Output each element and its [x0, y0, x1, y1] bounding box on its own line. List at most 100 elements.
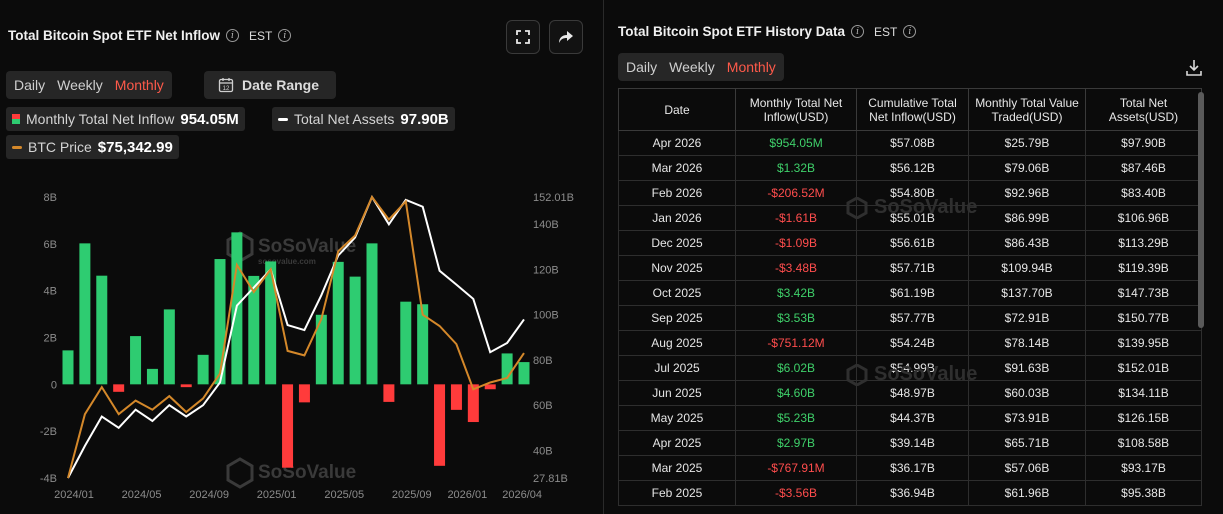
right-tick-label: 140B	[533, 219, 559, 231]
timezone-info-icon[interactable]: i	[278, 29, 292, 42]
tab-daily[interactable]: Daily	[14, 77, 46, 93]
share-icon	[559, 31, 573, 43]
col-date[interactable]: Date	[618, 88, 736, 131]
cell-monthly-inflow: $954.05M	[735, 130, 857, 156]
table-scrollbar[interactable]	[1198, 92, 1204, 328]
cell-date: Feb 2025	[618, 480, 736, 506]
table-header-row: Date Monthly Total Net Inflow(USD) Cumul…	[618, 88, 1202, 131]
fullscreen-icon	[516, 30, 530, 44]
x-tick-label: 2024/01	[54, 489, 94, 501]
inflow-swatch	[12, 114, 20, 124]
table-row[interactable]: Oct 2025 $3.42B $61.19B $137.70B $147.73B	[618, 280, 1202, 306]
table-row[interactable]: Mar 2025 -$767.91M $36.17B $57.06B $93.17B	[618, 455, 1202, 481]
cell-value-traded: $65.71B	[968, 430, 1086, 456]
cell-monthly-inflow: -$206.52M	[735, 180, 857, 206]
share-button[interactable]	[549, 20, 583, 54]
col-monthly-inflow[interactable]: Monthly Total Net Inflow(USD)	[735, 88, 857, 131]
cell-cumulative-inflow: $61.19B	[856, 280, 969, 306]
history-header: Total Bitcoin Spot ETF History Data i ES…	[618, 24, 917, 39]
cell-monthly-inflow: $3.42B	[735, 280, 857, 306]
inflow-bar	[180, 384, 192, 388]
history-table-body: Apr 2026 $954.05M $57.08B $25.79B $97.90B Mar…	[618, 130, 1202, 506]
inflow-bar	[450, 384, 462, 410]
table-row[interactable]: Apr 2025 $2.97B $39.14B $65.71B $108.58B	[618, 430, 1202, 456]
cell-cumulative-inflow: $54.99B	[856, 355, 969, 381]
table-row[interactable]: Jun 2025 $4.60B $48.97B $60.03B $134.11B	[618, 380, 1202, 406]
tab-monthly[interactable]: Monthly	[114, 77, 164, 93]
tab-weekly[interactable]: Weekly	[57, 77, 103, 93]
info-icon[interactable]: i	[225, 29, 239, 42]
cell-cumulative-inflow: $56.12B	[856, 155, 969, 181]
cell-net-assets: $106.96B	[1085, 205, 1202, 231]
table-row[interactable]: Apr 2026 $954.05M $57.08B $25.79B $97.90B	[618, 130, 1202, 156]
cell-value-traded: $91.63B	[968, 355, 1086, 381]
table-row[interactable]: May 2025 $5.23B $44.37B $73.91B $126.15B	[618, 405, 1202, 431]
tab-daily[interactable]: Daily	[626, 59, 658, 75]
cell-value-traded: $92.96B	[968, 180, 1086, 206]
legend-assets[interactable]: Total Net Assets 97.90B	[272, 107, 455, 131]
cell-net-assets: $152.01B	[1085, 355, 1202, 381]
table-row[interactable]: Sep 2025 $3.53B $57.77B $72.91B $150.77B	[618, 305, 1202, 331]
legend-inflow[interactable]: Monthly Total Net Inflow 954.05M	[6, 107, 245, 131]
col-value-traded[interactable]: Monthly Total Value Traded(USD)	[968, 88, 1086, 131]
inflow-bar	[349, 276, 361, 385]
cell-cumulative-inflow: $48.97B	[856, 380, 969, 406]
assets-swatch	[278, 117, 288, 121]
x-tick-label: 2025/05	[324, 489, 364, 501]
cell-monthly-inflow: $6.02B	[735, 355, 857, 381]
table-row[interactable]: Mar 2026 $1.32B $56.12B $79.06B $87.46B	[618, 155, 1202, 181]
cell-value-traded: $86.43B	[968, 230, 1086, 256]
download-icon[interactable]	[1184, 58, 1204, 78]
history-table-container[interactable]: Date Monthly Total Net Inflow(USD) Cumul…	[618, 88, 1210, 514]
left-tick-label: 4B	[44, 286, 57, 298]
cell-date: Apr 2026	[618, 130, 736, 156]
inflow-bar	[315, 314, 327, 385]
fullscreen-button[interactable]	[506, 20, 540, 54]
table-row[interactable]: Nov 2025 -$3.48B $57.71B $109.94B $119.39B	[618, 255, 1202, 281]
cell-net-assets: $113.29B	[1085, 230, 1202, 256]
cell-date: Feb 2026	[618, 180, 736, 206]
watermark-subtext: sosovalue.com	[258, 257, 316, 266]
cell-value-traded: $137.70B	[968, 280, 1086, 306]
inflow-bar	[146, 368, 158, 385]
chart-title: Total Bitcoin Spot ETF Net Inflow	[8, 28, 220, 43]
cell-net-assets: $83.40B	[1085, 180, 1202, 206]
cell-date: Oct 2025	[618, 280, 736, 306]
timezone-info-icon[interactable]: i	[903, 25, 917, 38]
history-data-panel: Total Bitcoin Spot ETF History Data i ES…	[606, 0, 1223, 514]
history-table: Date Monthly Total Net Inflow(USD) Cumul…	[618, 88, 1202, 506]
right-tick-label: 60B	[533, 400, 553, 412]
date-range-button[interactable]: 12 Date Range	[204, 71, 336, 99]
inflow-bar	[214, 259, 226, 385]
cell-net-assets: $119.39B	[1085, 255, 1202, 281]
cell-monthly-inflow: -$1.61B	[735, 205, 857, 231]
inflow-bar	[383, 384, 395, 402]
inflow-bar	[434, 384, 446, 466]
x-tick-label: 2026/04	[502, 489, 542, 501]
table-row[interactable]: Jan 2026 -$1.61B $55.01B $86.99B $106.96B	[618, 205, 1202, 231]
right-tick-label: 27.81B	[533, 473, 568, 485]
info-icon[interactable]: i	[851, 25, 865, 38]
cell-cumulative-inflow: $36.94B	[856, 480, 969, 506]
tab-monthly[interactable]: Monthly	[726, 59, 776, 75]
watermark-text: SoSoValue	[258, 462, 356, 483]
inflow-bar	[197, 354, 209, 385]
col-cumulative-inflow[interactable]: Cumulative Total Net Inflow(USD)	[856, 88, 969, 131]
cell-value-traded: $72.91B	[968, 305, 1086, 331]
left-tick-label: -2B	[40, 426, 57, 438]
legend-btc[interactable]: BTC Price $75,342.99	[6, 135, 179, 159]
inflow-bar	[96, 275, 108, 385]
table-row[interactable]: Feb 2026 -$206.52M $54.80B $92.96B $83.40B	[618, 180, 1202, 206]
col-net-assets[interactable]: Total Net Assets(USD)	[1085, 88, 1202, 131]
table-row[interactable]: Aug 2025 -$751.12M $54.24B $78.14B $139.95B	[618, 330, 1202, 356]
table-row[interactable]: Jul 2025 $6.02B $54.99B $91.63B $152.01B	[618, 355, 1202, 381]
table-row[interactable]: Dec 2025 -$1.09B $56.61B $86.43B $113.29B	[618, 230, 1202, 256]
inflow-bar	[298, 384, 310, 403]
tab-weekly[interactable]: Weekly	[669, 59, 715, 75]
cell-cumulative-inflow: $54.24B	[856, 330, 969, 356]
inflow-bar	[248, 275, 260, 385]
inflow-bar	[79, 243, 91, 385]
table-row[interactable]: Feb 2025 -$3.56B $36.94B $61.96B $95.38B	[618, 480, 1202, 506]
